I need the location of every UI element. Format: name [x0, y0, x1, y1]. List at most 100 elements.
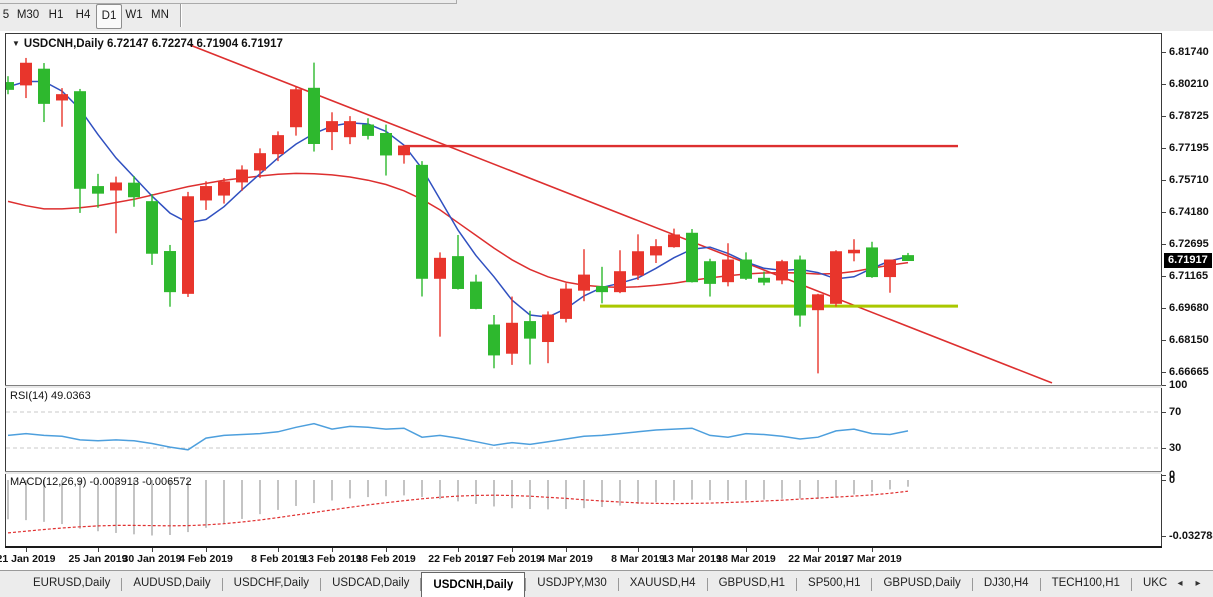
- chart-tab-usdjpy[interactable]: USDJPY,M30: [537, 577, 607, 589]
- chart-tab-strip: EURUSD,Daily AUDUSD,Daily USDCHF,Daily USDC…: [0, 571, 1200, 597]
- axis-tick: [1162, 385, 1166, 386]
- chart-tab-audusd[interactable]: AUDUSD,Daily: [133, 577, 211, 589]
- ma-slow-line: [7, 172, 909, 289]
- rsi-axis-label: 100: [1169, 378, 1188, 391]
- price-axis-label: 6.75710: [1169, 173, 1209, 186]
- date-label: 30 Jan 2019: [122, 553, 182, 565]
- macd-chart-canvas[interactable]: [6, 474, 1161, 546]
- chart-tab-bar: EURUSD,Daily AUDUSD,Daily USDCHF,Daily USDC…: [0, 570, 1213, 597]
- timeframe-button-m30[interactable]: M30: [16, 9, 40, 21]
- chart-tab-usdcad[interactable]: USDCAD,Daily: [332, 577, 410, 589]
- chart-tab-usdchf[interactable]: USDCHF,Daily: [233, 577, 310, 589]
- chart-title: ▼ USDCNH,Daily 6.72147 6.72274 6.71904 6.…: [12, 38, 283, 50]
- toolbar-groove: [0, 0, 457, 4]
- chart-dropdown-icon[interactable]: ▼: [12, 39, 20, 48]
- chart-tab-usdcnh[interactable]: USDCNH,Daily: [421, 572, 526, 597]
- axis-tick: [1162, 276, 1166, 278]
- date-tick: [206, 548, 207, 552]
- price-axis-label: 6.66665: [1169, 365, 1209, 378]
- date-tick: [566, 548, 567, 552]
- rsi-axis-label: 70: [1169, 405, 1182, 418]
- chart-tab-ukc[interactable]: UKC: [1142, 577, 1168, 589]
- tab-separator: [617, 578, 619, 591]
- rsi-axis-label: 30: [1169, 441, 1182, 454]
- date-tick: [152, 548, 153, 552]
- current-price-tag: 6.71917: [1164, 252, 1212, 268]
- rsi-line: [7, 422, 909, 451]
- macd-axis-label: -0.032788: [1169, 529, 1213, 542]
- chart-tab-eurusd[interactable]: EURUSD,Daily: [33, 577, 111, 589]
- price-axis-label: 6.74180: [1169, 205, 1209, 218]
- rsi-axis-label: 0: [1169, 468, 1176, 481]
- axis-tick: [1162, 372, 1166, 373]
- chart-tab-gbpusd[interactable]: GBPUSD,H1: [718, 577, 786, 589]
- price-axis-label: 6.80210: [1169, 77, 1209, 90]
- axis-tick: [1162, 340, 1166, 342]
- axis-tick: [1162, 448, 1166, 449]
- date-tick: [746, 548, 747, 552]
- chart-tab-gbpusd[interactable]: GBPUSD,Daily: [883, 577, 961, 589]
- chart-tab-dj30[interactable]: DJ30,H4: [983, 577, 1029, 589]
- date-tick: [458, 548, 459, 552]
- macd-label: MACD(12,26,9) -0.003913 -0.006572: [10, 476, 192, 488]
- axis-tick: [1162, 480, 1166, 481]
- macd-pane[interactable]: MACD(12,26,9) -0.003913 -0.006572: [5, 474, 1162, 546]
- rsi-pane[interactable]: RSI(14) 49.0363: [5, 388, 1162, 471]
- timeframe-button-h4[interactable]: H4: [75, 9, 91, 21]
- tab-scroll-right-icon[interactable]: ▸: [1195, 578, 1201, 589]
- chart-tab-tech100[interactable]: TECH100,H1: [1051, 577, 1120, 589]
- date-label: 8 Feb 2019: [251, 553, 305, 565]
- price-axis-label: 6.69680: [1169, 301, 1209, 314]
- timeframe-button-h1[interactable]: H1: [48, 9, 64, 21]
- rsi-label: RSI(14) 49.0363: [10, 390, 91, 402]
- axis-tick: [1162, 536, 1166, 537]
- axis-tick: [1162, 412, 1166, 413]
- tab-scroll-left-icon[interactable]: ◂: [1177, 578, 1183, 589]
- rsi-chart-canvas[interactable]: [6, 388, 1161, 471]
- date-label: 22 Feb 2019: [428, 553, 488, 565]
- date-tick: [386, 548, 387, 552]
- axis-tick: [1162, 84, 1166, 86]
- axis-tick: [1162, 212, 1166, 214]
- tab-separator: [420, 578, 422, 591]
- price-chart-canvas[interactable]: [6, 34, 1161, 384]
- price-axis-label: 6.81740: [1169, 45, 1209, 58]
- date-tick: [26, 548, 27, 552]
- date-label: 22 Mar 2019: [788, 553, 848, 565]
- tab-separator: [796, 578, 798, 591]
- date-label: 13 Mar 2019: [662, 553, 722, 565]
- chart-tab-xauusd[interactable]: XAUUSD,H4: [629, 577, 696, 589]
- price-axis-label: 6.68150: [1169, 333, 1209, 346]
- macd-axis-label: 0: [1169, 473, 1176, 486]
- timeframe-button-mn[interactable]: MN: [151, 9, 169, 21]
- date-label: 13 Feb 2019: [302, 553, 362, 565]
- date-label: 25 Jan 2019: [68, 553, 128, 565]
- toolbar-separator: [180, 4, 182, 27]
- price-axis-label: 6.78725: [1169, 109, 1209, 122]
- axis-tick: [1162, 308, 1166, 309]
- date-tick: [872, 548, 873, 552]
- date-label: 4 Mar 2019: [539, 553, 593, 565]
- date-label: 8 Mar 2019: [611, 553, 665, 565]
- price-pane[interactable]: ▼ USDCNH,Daily 6.72147 6.72274 6.71904 6.…: [5, 33, 1162, 385]
- date-label: 4 Feb 2019: [179, 553, 233, 565]
- timeframe-button-w1[interactable]: W1: [125, 9, 143, 21]
- date-axis[interactable]: 21 Jan 2019 25 Jan 2019 30 Jan 2019 4 Feb 2…: [0, 548, 1213, 570]
- price-axis-label: 6.77195: [1169, 141, 1209, 154]
- date-tick: [512, 548, 513, 552]
- axis-tick: [1162, 52, 1166, 53]
- axis-tick: [1162, 475, 1166, 476]
- chart-tab-sp500[interactable]: SP500,H1: [808, 577, 861, 589]
- timeframe-toolbar: 5 M30 H1 H4 D1 W1 MN: [0, 0, 1213, 32]
- chart-window: ▼ USDCNH,Daily 6.72147 6.72274 6.71904 6.…: [0, 31, 1213, 570]
- date-tick: [98, 548, 99, 552]
- chart-title-text: USDCNH,Daily 6.72147 6.72274 6.71904 6.7…: [23, 38, 283, 50]
- price-axis[interactable]: 6.71917 6.81740 6.80210 6.78725 6.77195 6.75…: [1162, 31, 1213, 570]
- tab-separator: [525, 578, 527, 591]
- timeframe-button-d1[interactable]: D1: [96, 4, 122, 29]
- date-tick: [332, 548, 333, 552]
- axis-tick: [1162, 148, 1166, 150]
- tab-separator: [1039, 578, 1041, 591]
- timeframe-button-5[interactable]: 5: [2, 9, 10, 21]
